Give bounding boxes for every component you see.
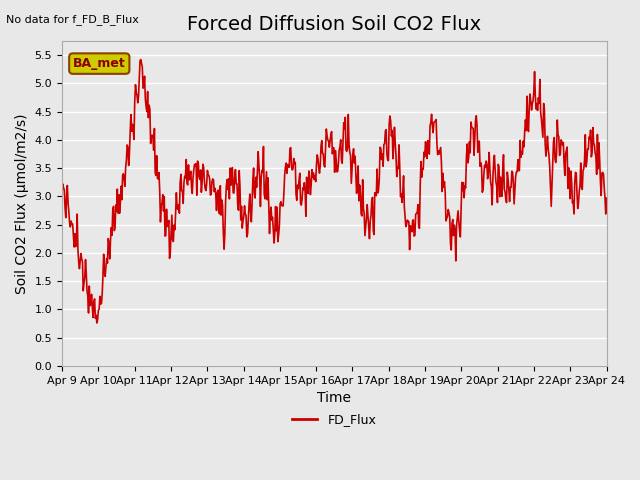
Legend: FD_Flux: FD_Flux [287,408,381,431]
Text: BA_met: BA_met [73,57,125,70]
Y-axis label: Soil CO2 Flux (μmol/m2/s): Soil CO2 Flux (μmol/m2/s) [15,113,29,294]
Title: Forced Diffusion Soil CO2 Flux: Forced Diffusion Soil CO2 Flux [188,15,481,34]
X-axis label: Time: Time [317,391,351,405]
Text: No data for f_FD_B_Flux: No data for f_FD_B_Flux [6,14,140,25]
